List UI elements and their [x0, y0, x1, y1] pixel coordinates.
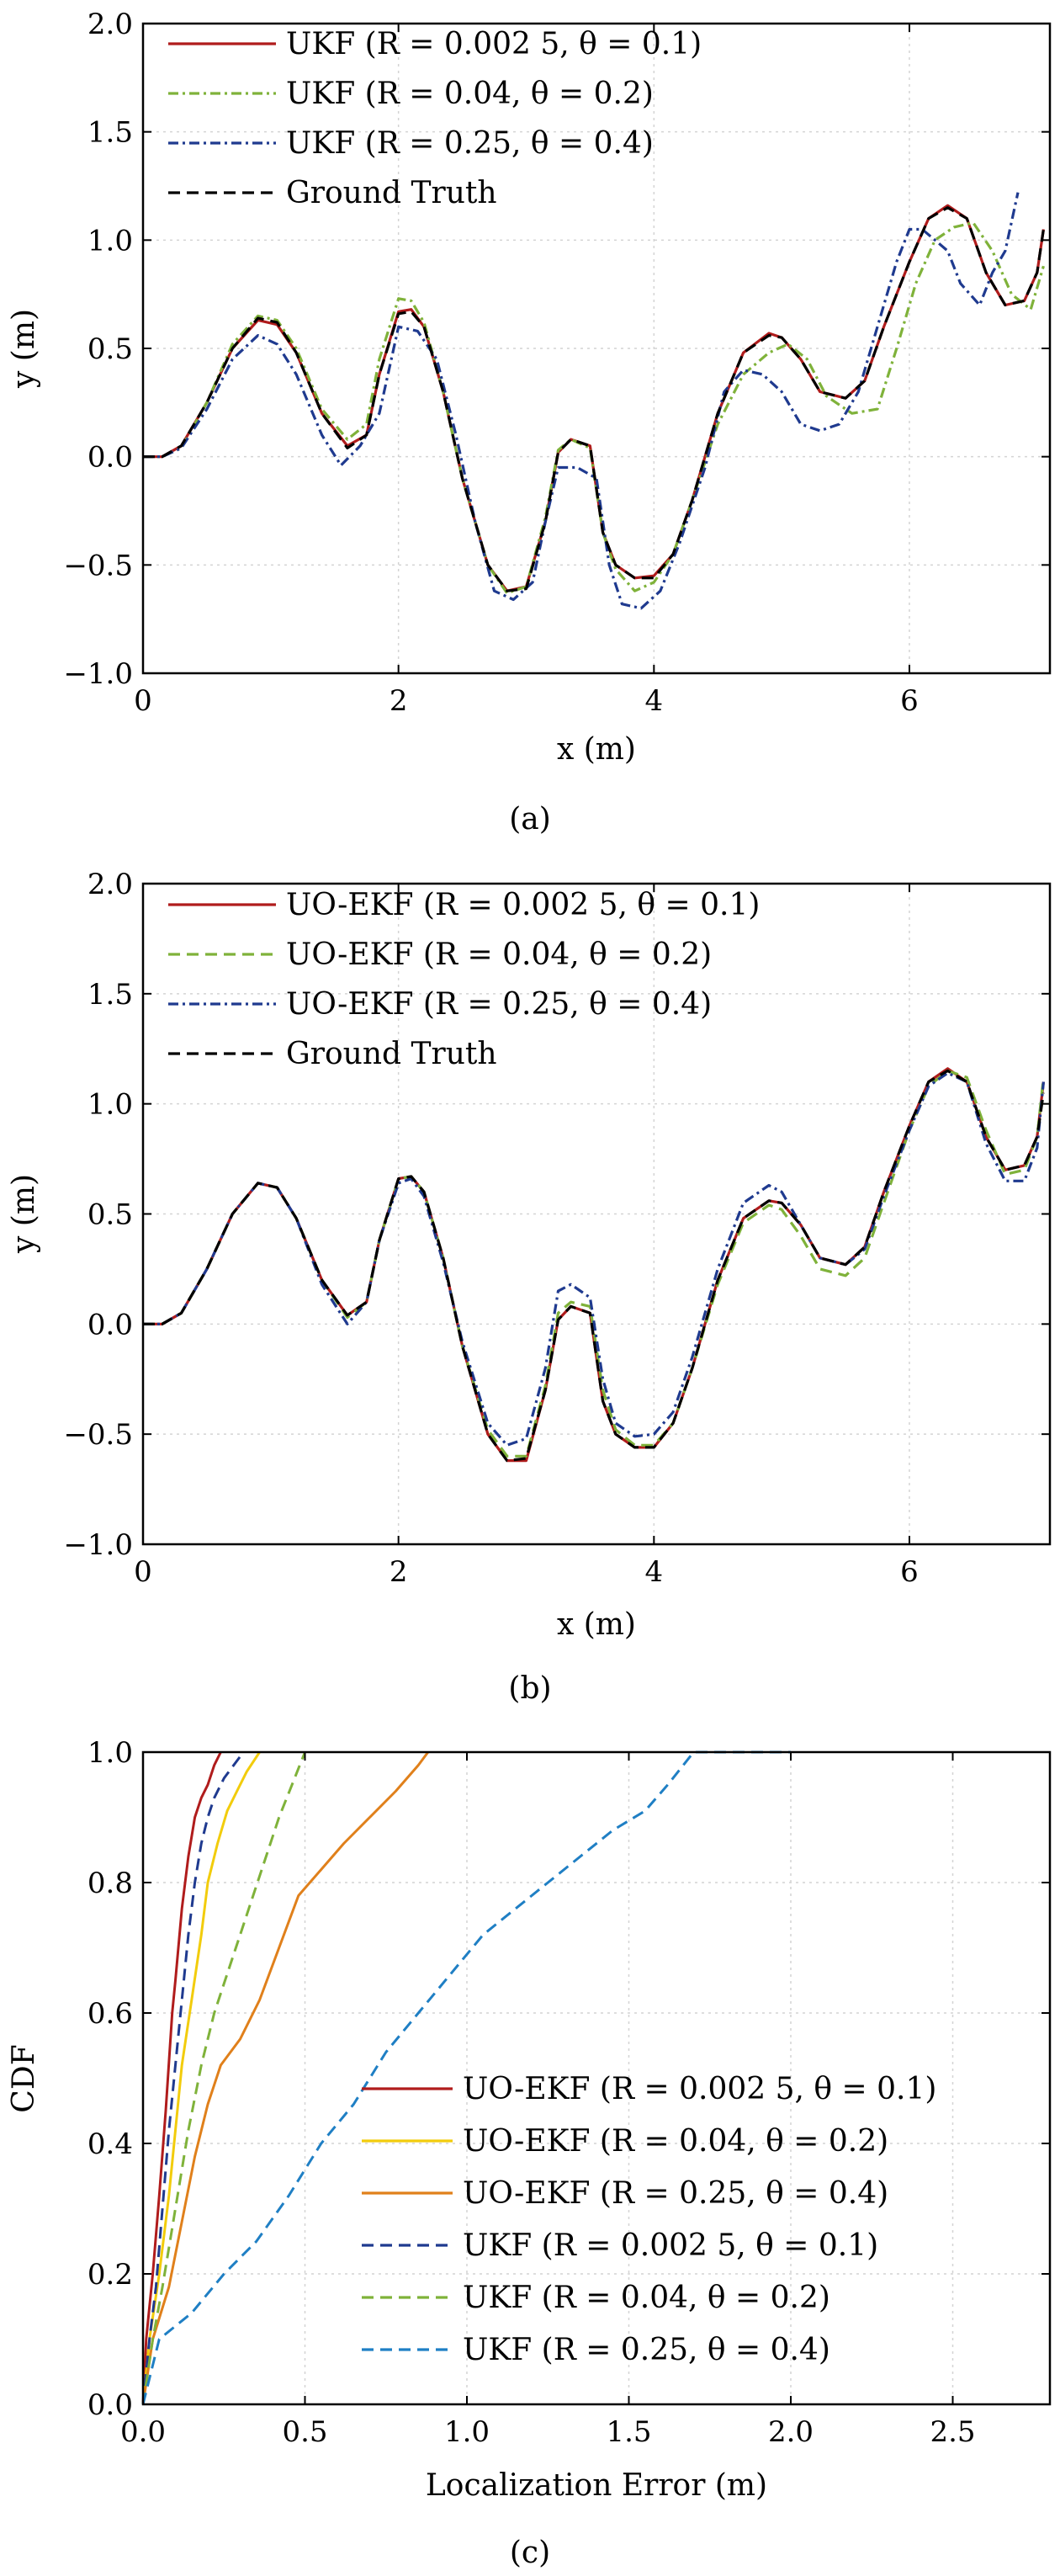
x-tick-label: 1.5 [606, 2415, 651, 2449]
x-tick-label: 0.5 [282, 2415, 327, 2449]
x-tick-label: 2 [390, 684, 408, 718]
panel-c: 0.0 0.5 1.0 1.5 2.0 2.5 0.0 0.2 0.4 0.6 0.8 1.0 Loc… [7, 1736, 1052, 2570]
y-tick-label: 1.0 [87, 224, 133, 258]
legend-entry-label: Ground Truth [286, 1037, 497, 1071]
y-tick-label: −1.0 [63, 1528, 133, 1562]
legend-entry-label: Ground Truth [286, 176, 497, 210]
y-tick-label: 0.5 [87, 332, 133, 366]
x-tick-label: 6 [900, 1555, 919, 1589]
legend-entry-label: UKF (R = 0.002 5, θ = 0.1) [463, 2228, 878, 2263]
x-tick-label: 0 [134, 1555, 152, 1589]
series-line-5 [141, 1751, 306, 2405]
x-tick-label: 0 [134, 684, 152, 718]
x-tick-label: 2 [390, 1555, 408, 1589]
y-tick-label: 0.0 [87, 2388, 133, 2422]
series-layer [143, 192, 1045, 610]
y-axis-label: y (m) [7, 309, 41, 389]
axis-ticks: 0 2 4 6 −1.0 −0.5 0.0 0.5 1.0 1.5 2.0 [63, 8, 1050, 718]
y-axis-label: CDF [7, 2044, 41, 2112]
series-line-1 [141, 1751, 222, 2405]
y-tick-label: 2.0 [87, 8, 133, 41]
x-tick-label: 1.0 [444, 2415, 490, 2449]
y-tick-label: 1.5 [87, 116, 133, 150]
legend: UO-EKF (R = 0.002 5, θ = 0.1) UO-EKF (R =… [362, 2072, 936, 2367]
series-line-4 [143, 206, 1045, 592]
legend: UO-EKF (R = 0.002 5, θ = 0.1) UO-EKF (R =… [168, 888, 760, 1071]
series-layer [143, 1067, 1045, 1463]
series-line-4 [141, 1751, 245, 2405]
series-line-6 [141, 1750, 791, 2405]
axis-ticks: 0.0 0.5 1.0 1.5 2.0 2.5 0.0 0.2 0.4 0.6 0.8 1.0 [87, 1736, 1050, 2449]
legend-entry-label: UO-EKF (R = 0.04, θ = 0.2) [286, 937, 712, 972]
y-tick-label: −0.5 [63, 549, 133, 582]
panel-caption: (a) [509, 802, 551, 837]
legend-entry-label: UO-EKF (R = 0.25, θ = 0.4) [286, 987, 712, 1022]
y-tick-label: 1.0 [87, 1088, 133, 1122]
series-line-2 [143, 221, 1045, 595]
series-line-3 [141, 1751, 430, 2405]
y-tick-label: 0.4 [87, 2127, 133, 2161]
series-line-3 [143, 192, 1020, 610]
legend-entry-label: UKF (R = 0.002 5, θ = 0.1) [286, 27, 702, 61]
series-line-2 [141, 1751, 261, 2405]
grid-lines [142, 883, 1050, 1545]
panel-caption: (b) [508, 1671, 551, 1706]
legend: UKF (R = 0.002 5, θ = 0.1) UKF (R = 0.04,… [168, 27, 702, 210]
panel-caption: (c) [510, 2536, 550, 2570]
legend-entry-label: UKF (R = 0.25, θ = 0.4) [286, 126, 654, 161]
y-tick-label: 0.5 [87, 1198, 133, 1232]
y-tick-label: 0.8 [87, 1867, 133, 1900]
series-layer [141, 1750, 791, 2405]
legend-entry-label: UKF (R = 0.04, θ = 0.2) [286, 77, 654, 111]
legend-entry-label: UO-EKF (R = 0.002 5, θ = 0.1) [286, 888, 760, 922]
y-tick-label: −1.0 [63, 657, 133, 691]
y-tick-label: 1.5 [87, 978, 133, 1012]
x-tick-label: 2.0 [768, 2415, 814, 2449]
legend-entry-label: UKF (R = 0.25, θ = 0.4) [463, 2333, 830, 2367]
y-tick-label: 2.0 [87, 868, 133, 901]
x-tick-label: 4 [645, 684, 664, 718]
legend-entry-label: UO-EKF (R = 0.04, θ = 0.2) [463, 2124, 888, 2159]
grid-lines [142, 23, 1050, 674]
x-tick-label: 0.0 [120, 2415, 166, 2449]
plot-frame [141, 1750, 1052, 2406]
y-tick-label: 0.0 [87, 1308, 133, 1341]
y-tick-label: 1.0 [87, 1736, 133, 1770]
x-axis-label: x (m) [557, 1607, 636, 1642]
y-tick-label: 0.6 [87, 1997, 133, 2031]
x-tick-label: 6 [900, 684, 919, 718]
x-axis-label: Localization Error (m) [426, 2468, 767, 2503]
panel-b: 0 2 4 6−1.0−0.50.00.51.01.52.0 x (m) y (m) … [7, 868, 1052, 1706]
x-tick-label: 4 [645, 1555, 664, 1589]
y-axis-label: y (m) [7, 1174, 41, 1254]
legend-entry-label: UO-EKF (R = 0.002 5, θ = 0.1) [463, 2072, 936, 2106]
panel-a: 0 2 4 6−1.0−0.50.00.51.01.52.0 x (m) y (m) … [7, 8, 1052, 837]
y-tick-label: −0.5 [63, 1418, 133, 1452]
series-line-4 [143, 1069, 1045, 1463]
y-tick-label: 0.2 [87, 2258, 133, 2292]
legend-entry-label: UO-EKF (R = 0.25, θ = 0.4) [463, 2176, 888, 2211]
y-tick-label: 0.0 [87, 441, 133, 475]
x-tick-label: 2.5 [930, 2415, 975, 2449]
axis-ticks: 0 2 4 6 −1.0 −0.5 0.0 0.5 1.0 1.5 2.0 [63, 868, 1050, 1589]
legend-entry-label: UKF (R = 0.04, θ = 0.2) [463, 2281, 830, 2315]
x-axis-label: x (m) [557, 732, 636, 767]
